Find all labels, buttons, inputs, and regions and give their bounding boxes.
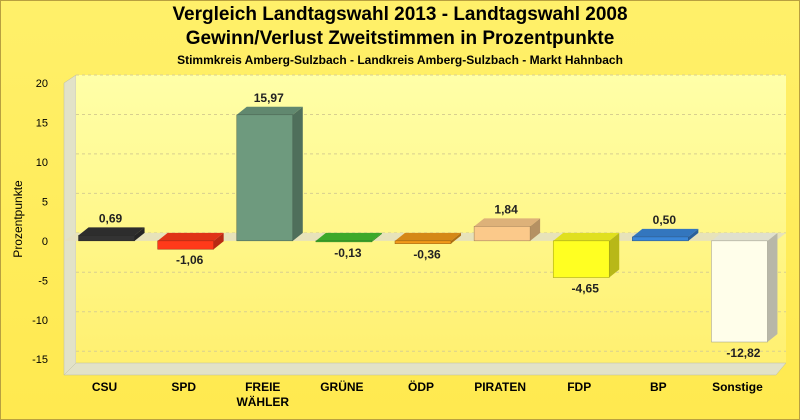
bar-top	[157, 232, 224, 241]
bar	[157, 240, 214, 250]
bar-side	[292, 106, 303, 241]
x-tick-label: BP	[650, 380, 667, 394]
bar-top	[395, 232, 461, 241]
bar-top	[711, 232, 778, 241]
bar-side	[767, 232, 778, 343]
y-tick-label: 5	[42, 196, 48, 208]
y-tick-label: 0	[42, 236, 48, 248]
data-label: 0,50	[653, 213, 677, 227]
side-wall	[63, 74, 77, 376]
y-tick-label: -5	[38, 275, 48, 287]
data-label: -1,06	[176, 253, 204, 267]
bar-top	[474, 218, 541, 227]
x-tick-label: Sonstige	[712, 380, 763, 394]
bar-side	[213, 232, 224, 250]
data-label: -12,82	[726, 346, 760, 360]
bar	[552, 240, 610, 278]
y-tick-label: 20	[36, 78, 48, 90]
bar	[236, 114, 294, 242]
bar-top	[553, 232, 620, 241]
x-tick-label: PIRATEN	[474, 380, 526, 394]
data-label: 0,69	[99, 211, 123, 225]
x-tick-label: CSU	[92, 380, 117, 394]
y-tick-label: -15	[32, 354, 48, 366]
bar-top	[632, 228, 699, 237]
bar	[394, 240, 452, 244]
y-axis-label: Prozentpunkte	[11, 180, 25, 258]
bar-top	[236, 106, 303, 115]
x-tick-label: ÖDP	[408, 379, 434, 394]
data-label: -0,36	[413, 248, 441, 262]
bar	[711, 240, 768, 343]
y-tick-label: -10	[32, 315, 48, 327]
bar	[315, 240, 373, 243]
data-label: -4,65	[572, 282, 600, 296]
bar-side	[451, 232, 461, 244]
x-tick-label: FDP	[567, 380, 591, 394]
x-tick-label: SPD	[171, 380, 196, 394]
bar	[473, 226, 531, 242]
back-wall	[76, 75, 786, 363]
bar-side	[688, 228, 699, 241]
bar-side	[609, 232, 620, 278]
y-tick-label: 10	[36, 157, 48, 169]
bar-side	[371, 232, 382, 242]
chart-subsubtitle: Stimmkreis Amberg-Sulzbach - Landkreis A…	[177, 53, 623, 67]
bar	[78, 235, 135, 242]
bar-side	[134, 227, 145, 241]
floor	[63, 362, 787, 376]
bar-top	[78, 227, 145, 236]
bar	[632, 236, 689, 242]
data-label: 1,84	[494, 202, 518, 216]
x-tick-label: GRÜNE	[320, 379, 363, 394]
x-tick-label: FREIE	[245, 380, 280, 394]
y-tick-label: 15	[36, 117, 48, 129]
bar-side	[530, 218, 541, 241]
x-tick-label: WÄHLER	[236, 394, 289, 409]
data-label: -0,13	[334, 246, 362, 260]
bar-top	[315, 232, 382, 241]
chart-title: Vergleich Landtagswahl 2013 - Landtagswa…	[172, 4, 628, 25]
data-label: 15,97	[254, 91, 284, 105]
chart-subtitle: Gewinn/Verlust Zweitstimmen in Prozentpu…	[185, 28, 615, 49]
